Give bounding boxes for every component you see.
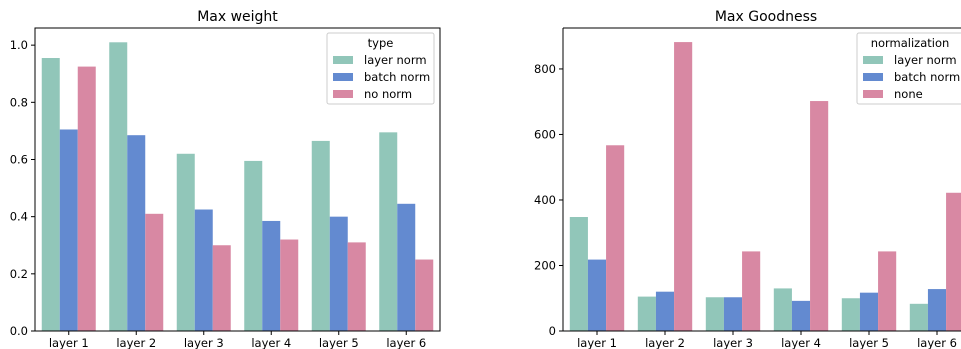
y-tick-label: 0 <box>549 324 556 338</box>
legend-label: none <box>894 87 923 101</box>
bar <box>841 298 860 331</box>
y-tick-label: 800 <box>534 62 556 76</box>
legend-title: type <box>368 36 394 50</box>
chart-max-weight: Max weight 0.0 0.2 0.4 0.6 0.8 1.0 layer 1 laye… <box>10 9 441 349</box>
bar <box>927 289 947 331</box>
bar <box>637 296 656 331</box>
x-tick-label: layer 6 <box>917 336 957 349</box>
x-tick-label: layer 1 <box>577 336 617 349</box>
bar <box>742 251 761 331</box>
plot-area: 0 200 400 600 800 layer 1 layer 2 layer 3 layer … <box>534 42 961 349</box>
plot-area: 0.0 0.2 0.4 0.6 0.8 1.0 layer 1 layer 2 layer 3 l… <box>10 38 434 349</box>
chart-title: Max Goodness <box>715 9 817 25</box>
legend-swatch <box>863 73 883 81</box>
bar <box>397 203 416 331</box>
y-tick-label: 1.0 <box>10 38 28 52</box>
bar <box>859 292 879 331</box>
bar <box>569 217 588 331</box>
bar <box>280 239 299 331</box>
legend-label: batch norm <box>364 70 430 84</box>
legend-swatch <box>333 90 353 98</box>
y-tick-label: 0.4 <box>10 210 28 224</box>
y-tick-label: 0.6 <box>10 152 28 166</box>
axes-frame <box>562 28 961 332</box>
bar <box>244 160 263 331</box>
legend-box <box>856 32 961 105</box>
y-tick-label: 200 <box>534 258 556 272</box>
bar <box>109 42 128 332</box>
legend-swatch <box>333 73 353 81</box>
chart-title: Max weight <box>197 9 278 25</box>
y-tick-label: 600 <box>534 127 556 141</box>
bar <box>723 297 743 331</box>
bar <box>194 209 213 331</box>
bar <box>674 42 693 331</box>
bar <box>176 153 195 331</box>
legend-swatch <box>333 56 353 64</box>
bar <box>415 259 434 331</box>
x-tick-label: layer 2 <box>116 336 156 349</box>
bar <box>810 101 829 331</box>
chart-max-goodness: Max Goodness 0 200 400 600 800 layer 1 layer 2… <box>534 9 961 349</box>
bar <box>705 297 724 331</box>
bar <box>212 245 231 331</box>
bar <box>379 132 398 331</box>
x-tick-label: layer 3 <box>184 336 224 349</box>
bar <box>329 216 348 331</box>
bar <box>606 145 625 331</box>
x-tick-label: layer 3 <box>713 336 753 349</box>
legend-label: batch norm <box>894 70 960 84</box>
bar <box>946 192 961 331</box>
x-tick-label: layer 5 <box>319 336 359 349</box>
bar <box>311 140 330 331</box>
x-tick-label: layer 5 <box>849 336 889 349</box>
legend-box <box>326 32 435 105</box>
x-tick-label: layer 2 <box>645 336 685 349</box>
bar <box>878 251 897 331</box>
bar <box>791 300 811 331</box>
x-tick-label: layer 4 <box>251 336 291 349</box>
bar <box>145 213 164 331</box>
y-tick-label: 400 <box>534 193 556 207</box>
bar <box>127 135 146 331</box>
legend-label: layer norm <box>364 53 427 67</box>
x-tick-label: layer 4 <box>781 336 821 349</box>
x-tick-label: layer 1 <box>49 336 89 349</box>
legend-swatch <box>863 90 883 98</box>
bar <box>347 242 366 331</box>
legend: normalization layer norm batch norm none <box>856 32 961 105</box>
bar <box>587 259 607 331</box>
legend-swatch <box>863 56 883 64</box>
legend-title: normalization <box>871 36 950 50</box>
legend-label: no norm <box>364 87 412 101</box>
y-tick-label: 0.8 <box>10 95 28 109</box>
bar <box>41 58 60 331</box>
y-tick-label: 0.2 <box>10 267 28 281</box>
bar <box>77 66 96 331</box>
x-tick-label: layer 6 <box>386 336 426 349</box>
axes-frame <box>34 27 441 332</box>
y-tick-label: 0.0 <box>10 324 28 338</box>
bar <box>909 303 928 331</box>
bar <box>773 288 792 331</box>
legend: type layer norm batch norm no norm <box>326 32 435 105</box>
bar <box>655 291 675 331</box>
bar <box>59 129 78 331</box>
legend-label: layer norm <box>894 53 957 67</box>
bar <box>262 220 281 331</box>
